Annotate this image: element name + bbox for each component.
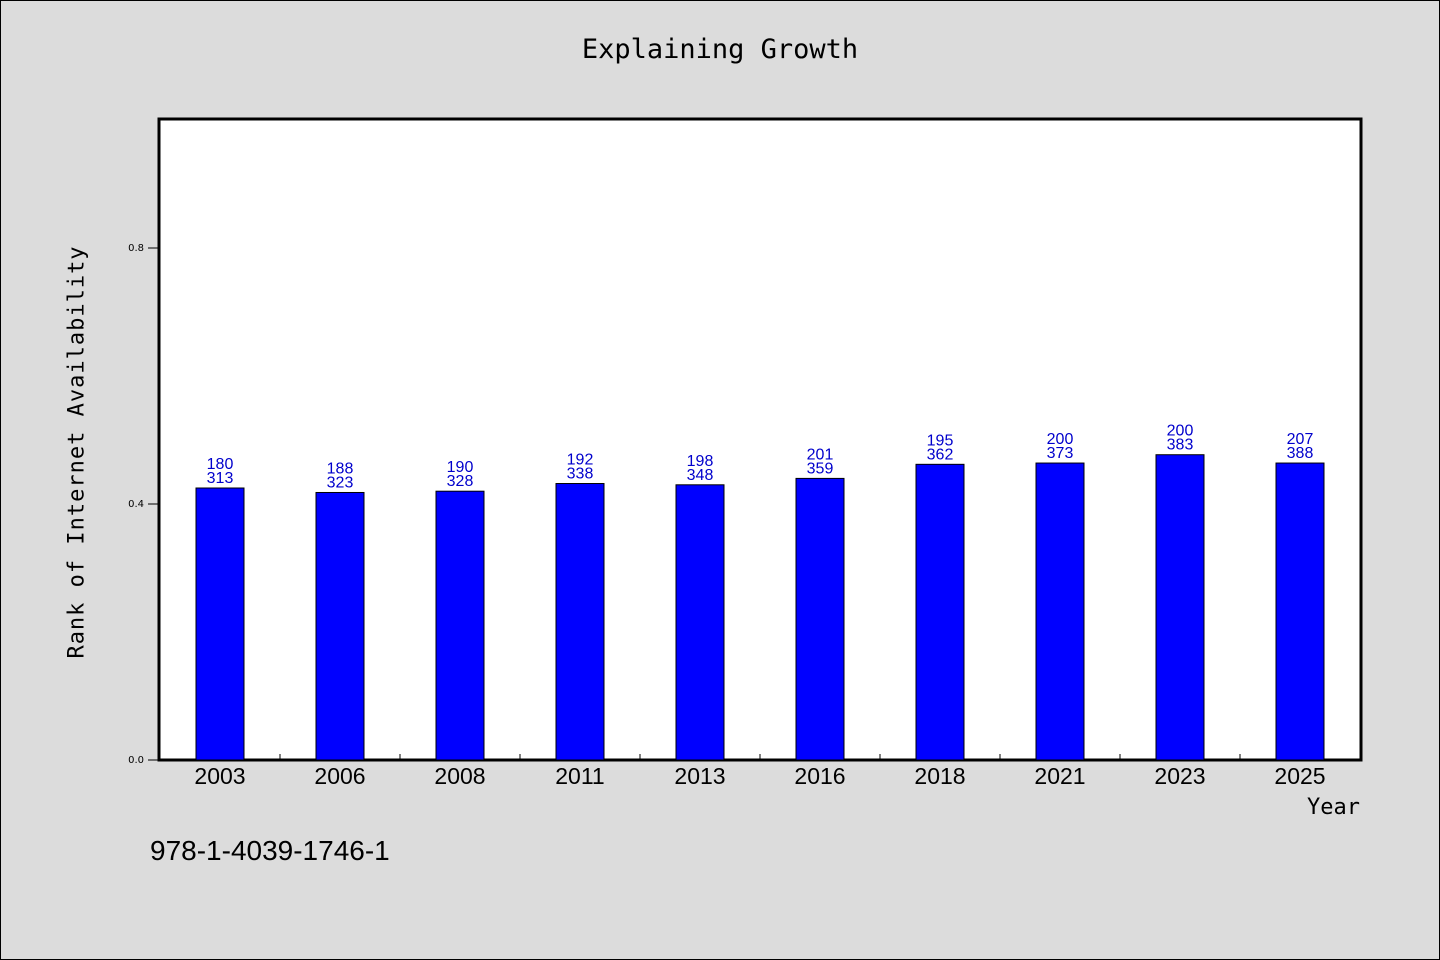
x-tick-label: 2023: [1154, 763, 1205, 789]
bar: [315, 491, 365, 761]
data-label-bottom: 388: [1287, 445, 1314, 462]
bar: [1035, 462, 1085, 761]
data-label-bottom: 348: [687, 467, 714, 484]
data-label-bottom: 362: [927, 446, 954, 463]
x-tick-label: 2008: [434, 763, 485, 789]
data-label-bottom: 373: [1047, 445, 1074, 462]
data-label-top: 190: [447, 459, 474, 476]
x-tick-label: 2006: [314, 763, 365, 789]
x-tick-label: 2011: [555, 763, 604, 789]
bar: [435, 490, 485, 761]
bar: [1155, 454, 1205, 761]
data-label-bottom: 313: [207, 470, 234, 487]
data-label-top: 195: [927, 432, 954, 449]
data-label-bottom: 323: [327, 474, 354, 491]
data-label-top: 198: [687, 453, 714, 470]
data-label-bottom: 359: [807, 460, 834, 477]
data-label-top: 180: [207, 456, 234, 473]
bar: [195, 487, 245, 761]
bar: [1275, 462, 1325, 761]
data-label-top: 207: [1287, 431, 1314, 448]
data-label-top: 188: [327, 460, 354, 477]
x-tick-label: 2021: [1034, 763, 1085, 789]
x-tick-label: 2013: [674, 763, 725, 789]
y-tick-label: 0.8: [128, 243, 144, 254]
x-tick-label: 2003: [194, 763, 245, 789]
x-tick-label: 2016: [794, 763, 845, 789]
y-tick-label: 0.0: [128, 755, 144, 766]
data-label-top: 192: [567, 452, 594, 469]
bar: [675, 484, 725, 761]
chart-title: Explaining Growth: [581, 34, 859, 65]
bar: [915, 463, 965, 761]
x-axis-label: Year: [1307, 795, 1360, 820]
data-label-top: 201: [807, 446, 834, 463]
data-label-bottom: 338: [567, 466, 594, 483]
y-tick-label: 0.4: [128, 499, 144, 510]
footnote-isbn: 978-1-4039-1746-1: [150, 835, 390, 866]
data-label-bottom: 383: [1167, 437, 1194, 454]
data-label-bottom: 328: [447, 473, 474, 490]
x-tick-label: 2018: [914, 763, 965, 789]
data-label-top: 200: [1167, 423, 1194, 440]
data-label-top: 200: [1047, 431, 1074, 448]
x-tick-label: 2025: [1274, 763, 1325, 789]
bar: [555, 483, 605, 761]
bar: [795, 477, 845, 761]
